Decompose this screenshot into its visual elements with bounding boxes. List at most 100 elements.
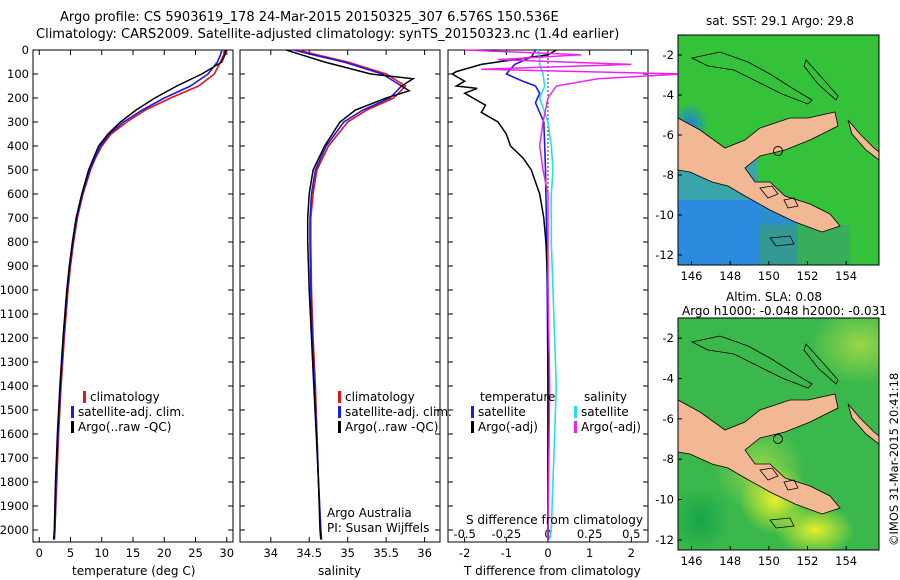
y-tick-label: 1600 <box>0 427 29 441</box>
x2-tick-label: -0.25 <box>491 527 521 541</box>
legend-diff-s-satellite: satellite <box>581 405 629 419</box>
x-tick-label: 15 <box>126 546 141 560</box>
x-tick-label: 30 <box>219 546 234 560</box>
sla-map: 146 148 150 152 154 -2 -4 -6 -8 -10 -12 <box>655 317 880 568</box>
x-tick-label: 0 <box>36 546 43 560</box>
series-line-s-argo-adj- <box>464 49 682 540</box>
sla-map-title-line2: Argo h1000: -0.048 h2000: -0.031 <box>682 304 887 318</box>
institution-note: Argo Australia <box>327 506 412 520</box>
map-x-tick-label: 152 <box>797 554 819 568</box>
x-tick-label: 10 <box>94 546 109 560</box>
y-tick-label: 800 <box>7 235 29 249</box>
map-y-tick-label: -6 <box>663 412 674 426</box>
y-tick-label: 400 <box>7 139 29 153</box>
x-tick-label: 5 <box>67 546 74 560</box>
map-y-tick-label: -10 <box>655 493 674 507</box>
y-tick-label: 1900 <box>0 499 29 513</box>
series-line-argo-raw-qc- <box>52 49 227 540</box>
sst-map-title: sat. SST: 29.1 Argo: 29.8 <box>706 14 855 28</box>
legend-label-satellite: satellite-adj. clim. <box>78 405 185 419</box>
sla-dark-blob <box>678 485 730 550</box>
sla-map-title-line1: Altim. SLA: 0.08 <box>726 290 823 304</box>
salinity-axis-label: salinity <box>318 564 362 578</box>
y-tick-label: 1000 <box>0 283 29 297</box>
x2-tick-label: 0.25 <box>577 527 603 541</box>
legend-temperature <box>71 391 86 433</box>
series-line-t-satellite <box>504 49 549 540</box>
y-tick-label: 700 <box>7 211 29 225</box>
x-tick-label: 1 <box>586 546 593 560</box>
x-tick-label: 36 <box>417 546 432 560</box>
temperature-panel: 0 5 10 15 20 25 300100200300400500600700800900… <box>0 43 234 560</box>
map-y-tick-label: -8 <box>663 168 674 182</box>
legend2-label-satellite: satellite-adj. clim. <box>345 405 452 419</box>
x-tick-label: -1 <box>501 546 512 560</box>
legend-diff-s-argo: Argo(-adj) <box>581 420 641 434</box>
x-tick-label: 34.5 <box>296 546 322 560</box>
sla-map-ticks: 146 148 150 152 154 -2 -4 -6 -8 -10 -12 <box>655 331 857 568</box>
salinity-lines <box>285 49 416 540</box>
y-tick-label: 1300 <box>0 355 29 369</box>
series-line-argo-raw-qc- <box>285 49 416 540</box>
map-x-tick-label: 154 <box>835 269 857 283</box>
t-diff-axis-label: T difference from climatology <box>464 564 641 578</box>
salinity-plot-frame <box>239 49 441 543</box>
map-y-tick-label: -2 <box>663 331 674 345</box>
y-tick-label: 2000 <box>0 523 29 537</box>
legend-swatch-s-argo <box>574 421 577 433</box>
y-tick-label: 1400 <box>0 379 29 393</box>
y-tick-label: 200 <box>7 91 29 105</box>
legend2-label-climatology: climatology <box>345 390 415 404</box>
y-tick-label: 600 <box>7 187 29 201</box>
series-line-satellite-adj-clim- <box>53 49 223 540</box>
map-y-tick-label: -4 <box>663 88 674 102</box>
y-tick-label: 300 <box>7 115 29 129</box>
legend-swatch-satellite <box>71 406 74 418</box>
sla-map-land <box>678 335 879 529</box>
legend-swatch-argo-2 <box>338 421 341 433</box>
y-tick-label: 1200 <box>0 331 29 345</box>
series-line-climatology <box>53 49 226 540</box>
legend-swatch-climatology-2 <box>338 391 341 403</box>
legend-diff-t-satellite: satellite <box>478 405 526 419</box>
map-x-tick-label: 150 <box>758 554 780 568</box>
y-tick-label: 1500 <box>0 403 29 417</box>
legend-label-argo: Argo(..raw -QC) <box>78 420 172 434</box>
x-tick-label: 2 <box>628 546 635 560</box>
y-tick-label: 0 <box>22 43 29 57</box>
legend-diff-t-argo: Argo(-adj) <box>478 420 538 434</box>
x-tick-label: 20 <box>157 546 172 560</box>
salinity-panel: 34 34.5 35 35.5 36 <box>239 49 441 560</box>
x-tick-label: 35 <box>340 546 355 560</box>
y-tick-label: 500 <box>7 163 29 177</box>
pi-note: PI: Susan Wijffels <box>327 521 430 535</box>
y-tick-label: 1700 <box>0 451 29 465</box>
legend-swatch-t-sat <box>471 406 474 418</box>
y-tick-label: 900 <box>7 259 29 273</box>
map-y-tick-label: -12 <box>655 248 674 262</box>
figure-title-line2: Climatology: CARS2009. Satellite-adjuste… <box>36 27 620 42</box>
sst-mid-patch <box>760 225 850 265</box>
map-x-tick-label: 148 <box>719 269 741 283</box>
y-tick-label: 1100 <box>0 307 29 321</box>
sla-float-marker <box>773 434 783 444</box>
s-diff-axis-label: S difference from climatology <box>466 513 643 527</box>
legend-salinity <box>338 391 341 433</box>
legend-swatch-climatology <box>83 391 86 403</box>
difference-lines <box>450 49 682 540</box>
map-x-tick-label: 152 <box>797 269 819 283</box>
x2-tick-label: -0.5 <box>453 527 475 541</box>
map-x-tick-label: 146 <box>681 269 703 283</box>
sla-map-frame <box>677 317 880 551</box>
map-y-tick-label: -10 <box>655 208 674 222</box>
map-x-tick-label: 148 <box>719 554 741 568</box>
legend-swatch-t-argo <box>471 421 474 433</box>
figure-title-line1: Argo profile: CS 5903619_178 24-Mar-2015… <box>60 10 559 25</box>
difference-panel: -2 -1 0 1 2 -0.5 -0.25 0 0.25 0.5 <box>447 49 682 560</box>
legend-diff-temperature-head: temperature <box>480 390 556 404</box>
temperature-ticks: 0 5 10 15 20 25 300100200300400500600700800900… <box>0 43 234 560</box>
sst-map-frame <box>677 34 880 266</box>
legend-difference <box>471 406 577 433</box>
legend2-label-argo: Argo(..raw -QC) <box>345 420 439 434</box>
